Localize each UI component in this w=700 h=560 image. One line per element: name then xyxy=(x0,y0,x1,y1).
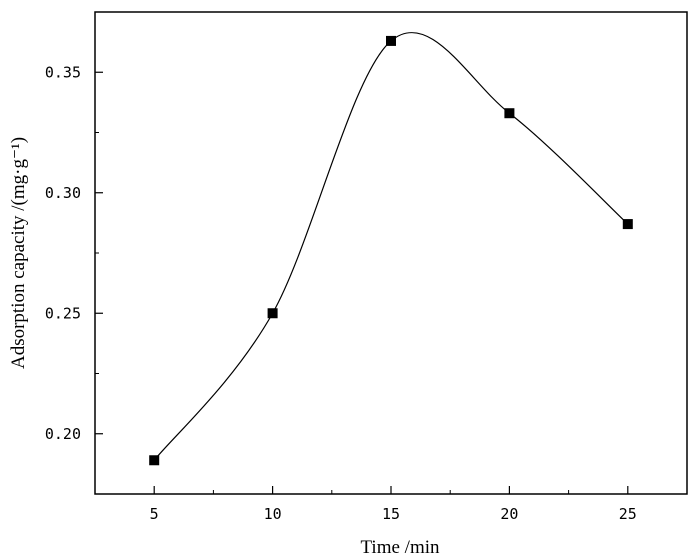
y-tick-label: 0.20 xyxy=(45,425,81,443)
x-tick-label: 15 xyxy=(382,505,400,523)
data-point xyxy=(267,308,278,319)
data-point xyxy=(622,219,633,230)
y-tick-label: 0.35 xyxy=(45,63,81,81)
data-point xyxy=(149,455,160,466)
y-axis-ticks: 0.20 0.25 0.30 0.35 xyxy=(45,63,103,443)
x-tick-label: 20 xyxy=(500,505,518,523)
y-tick-label: 0.25 xyxy=(45,304,81,322)
fitted-curve xyxy=(153,32,629,461)
y-axis-title: Adsorption capacity /(mg·g⁻¹) xyxy=(8,137,29,369)
data-points xyxy=(149,35,633,466)
plot-frame xyxy=(94,11,688,495)
x-axis-ticks: 5 10 15 20 25 xyxy=(150,486,637,523)
x-tick-label: 10 xyxy=(264,505,282,523)
x-tick-label: 25 xyxy=(619,505,637,523)
y-tick-label: 0.30 xyxy=(45,184,81,202)
x-tick-label: 5 xyxy=(150,505,159,523)
x-axis-title: Time /min xyxy=(360,537,440,558)
data-point xyxy=(504,108,515,119)
data-point xyxy=(386,35,396,46)
